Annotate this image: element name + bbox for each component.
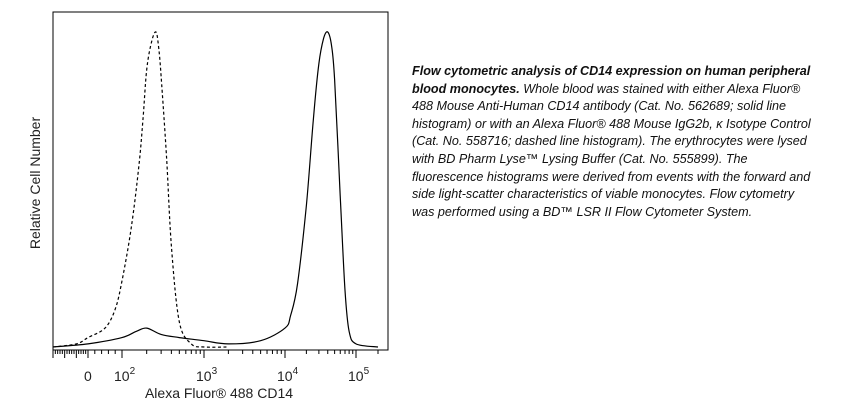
x-tick-label: 102 xyxy=(114,366,136,384)
caption-title: Flow cytometric analysis of CD14 express… xyxy=(412,64,811,96)
caption-body: Whole blood was stained with either Alex… xyxy=(412,81,811,219)
x-tick-label: 0 xyxy=(84,368,92,384)
plot-frame xyxy=(52,11,389,351)
x-axis-ticks xyxy=(52,350,379,358)
x-tick-label: 105 xyxy=(348,366,370,384)
figure-caption: Flow cytometric analysis of CD14 express… xyxy=(412,63,812,221)
x-tick-label: 103 xyxy=(196,366,218,384)
histogram-chart: 0 102 103 104 105 Relative Cell Number Alexa… xyxy=(27,11,389,401)
series-layer xyxy=(52,31,379,348)
y-axis-label: Relative Cell Number xyxy=(27,117,43,250)
cd14-histogram xyxy=(52,31,379,348)
x-tick-label: 104 xyxy=(277,366,299,384)
x-axis-label: Alexa Fluor® 488 CD14 xyxy=(145,385,293,401)
x-tick-labels: 0 102 103 104 105 xyxy=(84,366,370,384)
isotype-control-histogram xyxy=(52,31,229,348)
